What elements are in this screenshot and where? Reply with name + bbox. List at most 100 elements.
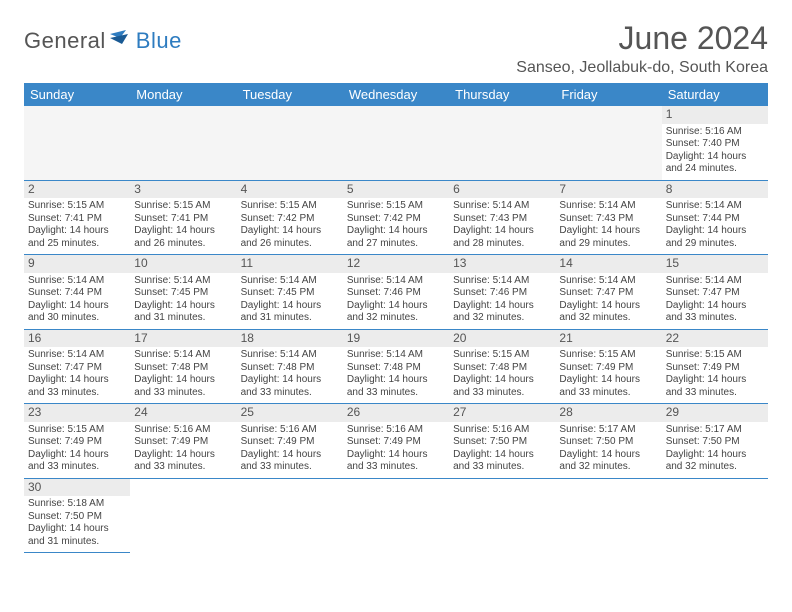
daylight-line: Daylight: 14 hours and 33 minutes. <box>134 449 232 474</box>
day-cell: 10Sunrise: 5:14 AMSunset: 7:45 PMDayligh… <box>130 255 236 330</box>
title-block: June 2024 Sanseo, Jeollabuk-do, South Ko… <box>516 20 768 77</box>
sunset-line: Sunset: 7:47 PM <box>559 287 657 300</box>
sunrise-line: Sunrise: 5:14 AM <box>453 200 551 213</box>
daynum-strip: 18 <box>237 330 343 348</box>
day-number: 27 <box>453 405 466 419</box>
sunset-line: Sunset: 7:42 PM <box>347 213 445 226</box>
day-number: 18 <box>241 331 254 345</box>
daynum-strip: 16 <box>24 330 130 348</box>
day-number: 4 <box>241 182 248 196</box>
sunset-line: Sunset: 7:48 PM <box>453 362 551 375</box>
day-number: 8 <box>666 182 673 196</box>
day-cell: 14Sunrise: 5:14 AMSunset: 7:47 PMDayligh… <box>555 255 661 330</box>
daylight-line: Daylight: 14 hours and 30 minutes. <box>28 300 126 325</box>
sunset-line: Sunset: 7:45 PM <box>241 287 339 300</box>
calendar-table: SundayMondayTuesdayWednesdayThursdayFrid… <box>24 83 768 553</box>
empty-cell <box>662 478 768 553</box>
sunset-line: Sunset: 7:46 PM <box>347 287 445 300</box>
sunset-line: Sunset: 7:49 PM <box>241 436 339 449</box>
weekday-header: Tuesday <box>237 83 343 106</box>
daylight-line: Daylight: 14 hours and 29 minutes. <box>559 225 657 250</box>
sunset-line: Sunset: 7:43 PM <box>453 213 551 226</box>
sunrise-line: Sunrise: 5:15 AM <box>347 200 445 213</box>
sunrise-line: Sunrise: 5:14 AM <box>347 349 445 362</box>
daynum-strip: 6 <box>449 181 555 199</box>
day-number: 19 <box>347 331 360 345</box>
empty-cell <box>449 478 555 553</box>
daylight-line: Daylight: 14 hours and 33 minutes. <box>28 374 126 399</box>
daynum-strip: 10 <box>130 255 236 273</box>
daylight-line: Daylight: 14 hours and 33 minutes. <box>28 449 126 474</box>
day-cell: 7Sunrise: 5:14 AMSunset: 7:43 PMDaylight… <box>555 180 661 255</box>
day-cell: 4Sunrise: 5:15 AMSunset: 7:42 PMDaylight… <box>237 180 343 255</box>
day-cell: 2Sunrise: 5:15 AMSunset: 7:41 PMDaylight… <box>24 180 130 255</box>
daynum-strip: 27 <box>449 404 555 422</box>
daylight-line: Daylight: 14 hours and 32 minutes. <box>453 300 551 325</box>
daynum-strip: 30 <box>24 479 130 497</box>
sunrise-line: Sunrise: 5:15 AM <box>666 349 764 362</box>
sunset-line: Sunset: 7:44 PM <box>28 287 126 300</box>
logo-flag-icon <box>110 30 132 53</box>
logo-text-general: General <box>24 28 106 54</box>
day-number: 11 <box>241 256 253 270</box>
day-number: 16 <box>28 331 41 345</box>
sunrise-line: Sunrise: 5:18 AM <box>28 498 126 511</box>
day-number: 25 <box>241 405 254 419</box>
day-cell: 5Sunrise: 5:15 AMSunset: 7:42 PMDaylight… <box>343 180 449 255</box>
daylight-line: Daylight: 14 hours and 29 minutes. <box>666 225 764 250</box>
daynum-strip: 9 <box>24 255 130 273</box>
daylight-line: Daylight: 14 hours and 25 minutes. <box>28 225 126 250</box>
sunset-line: Sunset: 7:49 PM <box>347 436 445 449</box>
sunrise-line: Sunrise: 5:14 AM <box>453 275 551 288</box>
day-number: 29 <box>666 405 679 419</box>
sunset-line: Sunset: 7:42 PM <box>241 213 339 226</box>
day-number: 28 <box>559 405 572 419</box>
daylight-line: Daylight: 14 hours and 31 minutes. <box>241 300 339 325</box>
day-cell: 30Sunrise: 5:18 AMSunset: 7:50 PMDayligh… <box>24 478 130 553</box>
daynum-strip: 23 <box>24 404 130 422</box>
daylight-line: Daylight: 14 hours and 33 minutes. <box>134 374 232 399</box>
daynum-strip: 19 <box>343 330 449 348</box>
empty-cell <box>237 478 343 553</box>
day-number: 14 <box>559 256 572 270</box>
sunrise-line: Sunrise: 5:15 AM <box>559 349 657 362</box>
day-number: 5 <box>347 182 354 196</box>
sunrise-line: Sunrise: 5:16 AM <box>666 126 764 139</box>
weekday-header: Wednesday <box>343 83 449 106</box>
daynum-strip: 5 <box>343 181 449 199</box>
sunset-line: Sunset: 7:40 PM <box>666 138 764 151</box>
day-number: 24 <box>134 405 147 419</box>
day-cell: 9Sunrise: 5:14 AMSunset: 7:44 PMDaylight… <box>24 255 130 330</box>
daynum-strip: 7 <box>555 181 661 199</box>
sunset-line: Sunset: 7:45 PM <box>134 287 232 300</box>
weekday-header: Sunday <box>24 83 130 106</box>
daynum-strip: 29 <box>662 404 768 422</box>
daynum-strip: 8 <box>662 181 768 199</box>
day-cell: 8Sunrise: 5:14 AMSunset: 7:44 PMDaylight… <box>662 180 768 255</box>
empty-cell <box>555 106 661 180</box>
daylight-line: Daylight: 14 hours and 33 minutes. <box>666 300 764 325</box>
day-cell: 15Sunrise: 5:14 AMSunset: 7:47 PMDayligh… <box>662 255 768 330</box>
day-number: 1 <box>666 107 673 121</box>
sunrise-line: Sunrise: 5:14 AM <box>134 349 232 362</box>
day-number: 10 <box>134 256 147 270</box>
daylight-line: Daylight: 14 hours and 33 minutes. <box>347 374 445 399</box>
daylight-line: Daylight: 14 hours and 33 minutes. <box>453 449 551 474</box>
daylight-line: Daylight: 14 hours and 26 minutes. <box>134 225 232 250</box>
sunrise-line: Sunrise: 5:16 AM <box>134 424 232 437</box>
daylight-line: Daylight: 14 hours and 28 minutes. <box>453 225 551 250</box>
sunset-line: Sunset: 7:47 PM <box>28 362 126 375</box>
empty-cell <box>24 106 130 180</box>
daynum-strip: 2 <box>24 181 130 199</box>
month-title: June 2024 <box>516 20 768 57</box>
daylight-line: Daylight: 14 hours and 31 minutes. <box>134 300 232 325</box>
sunrise-line: Sunrise: 5:17 AM <box>666 424 764 437</box>
sunset-line: Sunset: 7:48 PM <box>241 362 339 375</box>
sunrise-line: Sunrise: 5:15 AM <box>453 349 551 362</box>
day-cell: 16Sunrise: 5:14 AMSunset: 7:47 PMDayligh… <box>24 329 130 404</box>
calendar-row: 30Sunrise: 5:18 AMSunset: 7:50 PMDayligh… <box>24 478 768 553</box>
sunrise-line: Sunrise: 5:16 AM <box>241 424 339 437</box>
day-cell: 18Sunrise: 5:14 AMSunset: 7:48 PMDayligh… <box>237 329 343 404</box>
logo: General Blue <box>24 28 182 54</box>
sunset-line: Sunset: 7:50 PM <box>666 436 764 449</box>
